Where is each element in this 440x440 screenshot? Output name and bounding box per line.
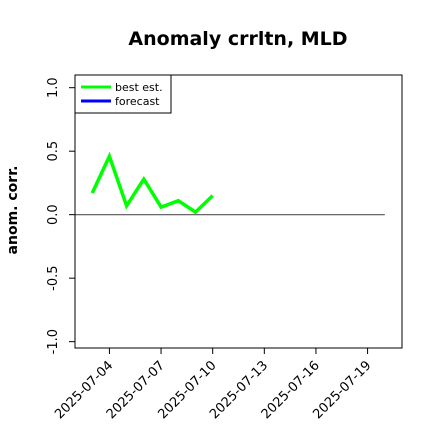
plot-frame bbox=[74, 74, 403, 349]
y-tick-label: -1.0 bbox=[46, 329, 61, 354]
y-tick-label: 0.5 bbox=[46, 141, 61, 162]
y-axis-label: anom. corr. bbox=[5, 166, 21, 255]
series-line-0 bbox=[90, 151, 214, 215]
y-tick-label: -0.5 bbox=[46, 265, 61, 290]
chart-title: Anomaly crrltn, MLD bbox=[128, 28, 347, 50]
legend: best est. forecast bbox=[74, 74, 172, 114]
legend-label-forecast: forecast bbox=[115, 95, 160, 108]
y-tick-label: 1.0 bbox=[46, 77, 61, 98]
series-layer bbox=[90, 151, 214, 215]
legend-box bbox=[74, 74, 172, 114]
legend-label-best-est: best est. bbox=[115, 81, 163, 94]
axes-layer: -1.0-0.50.00.51.02025-07-042025-07-07202… bbox=[46, 77, 374, 422]
y-tick-label: 0.0 bbox=[46, 204, 61, 225]
